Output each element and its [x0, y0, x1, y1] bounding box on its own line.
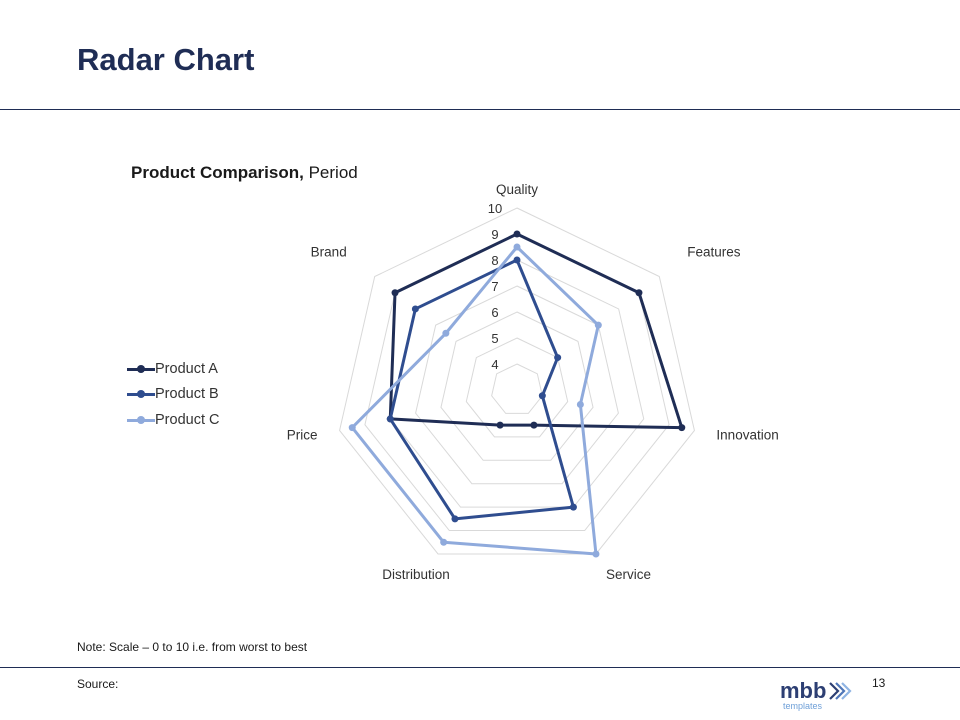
tick-label: 8 [491, 253, 498, 268]
title-divider [0, 109, 960, 110]
radar-grid [339, 207, 695, 555]
data-point-product-a [678, 424, 686, 432]
grid-ring [491, 363, 543, 414]
grid-ring [389, 259, 645, 508]
data-point-product-a [513, 230, 521, 238]
data-point-product-c [348, 424, 356, 432]
legend-label: Product C [155, 411, 220, 428]
chart-title: Product Comparison, Period [131, 163, 358, 183]
data-point-product-c [594, 321, 602, 329]
footer-divider [0, 667, 960, 668]
data-point-product-b [569, 503, 577, 511]
series-line-product-a [388, 232, 684, 430]
legend-swatch [127, 388, 155, 400]
chart-title-rest: Period [303, 163, 358, 182]
tick-label: 10 [488, 201, 502, 216]
grid-ring [465, 337, 569, 438]
legend-label: Product A [155, 360, 218, 377]
series-line-product-c [350, 245, 600, 556]
data-point-product-a [496, 421, 504, 429]
data-point-product-a [635, 289, 643, 297]
legend-swatch [127, 363, 155, 375]
grid-ring [440, 311, 594, 461]
legend-item: Product A [127, 356, 219, 382]
legend-label: Product B [155, 386, 219, 403]
category-label-innovation: Innovation [716, 427, 778, 442]
data-point-product-c [513, 243, 521, 251]
legend-swatch [127, 414, 155, 426]
data-point-product-c [592, 550, 600, 558]
mbb-logo: mbb templates [780, 678, 852, 711]
data-point-product-a [391, 289, 399, 297]
slide-title: Radar Chart [77, 42, 255, 77]
category-label-distribution: Distribution [382, 567, 450, 582]
data-point-product-c [576, 400, 584, 408]
category-label-brand: Brand [311, 245, 347, 260]
radar-series [348, 230, 686, 558]
legend-item: Product C [127, 407, 219, 433]
tick-label: 9 [491, 227, 498, 242]
data-point-product-c [442, 329, 450, 337]
data-point-product-b [513, 256, 521, 264]
scale-note: Note: Scale – 0 to 10 i.e. from worst to… [77, 640, 308, 654]
logo-sub-text: templates [783, 701, 823, 711]
tick-label: 4 [491, 357, 498, 372]
grid-ring [364, 233, 670, 532]
series-line-product-b [388, 258, 575, 521]
data-point-product-b [451, 515, 459, 523]
radar-labels: 4 5 6 7 8 9 10 Quality Features Innovation Service… [287, 182, 779, 582]
tick-label: 5 [491, 331, 498, 346]
page-number: 13 [872, 676, 886, 690]
tick-label: 7 [491, 279, 498, 294]
category-label-service: Service [606, 567, 651, 582]
source-label: Source: [77, 677, 119, 691]
chart-title-bold: Product Comparison, [131, 163, 304, 182]
category-label-quality: Quality [496, 182, 538, 197]
logo-main-text: mbb [780, 678, 826, 703]
data-point-product-a [530, 421, 538, 429]
data-point-product-b [386, 415, 394, 423]
chart-legend: Product A Product B Product C [127, 356, 219, 433]
data-point-product-b [554, 354, 562, 362]
tick-label: 6 [491, 305, 498, 320]
category-label-price: Price [287, 427, 318, 442]
data-point-product-c [440, 538, 448, 546]
data-point-product-b [538, 392, 546, 400]
grid-ring [415, 285, 619, 485]
legend-item: Product B [127, 382, 219, 408]
data-point-product-b [411, 305, 419, 313]
category-label-features: Features [687, 245, 741, 260]
grid-ring [339, 207, 695, 555]
